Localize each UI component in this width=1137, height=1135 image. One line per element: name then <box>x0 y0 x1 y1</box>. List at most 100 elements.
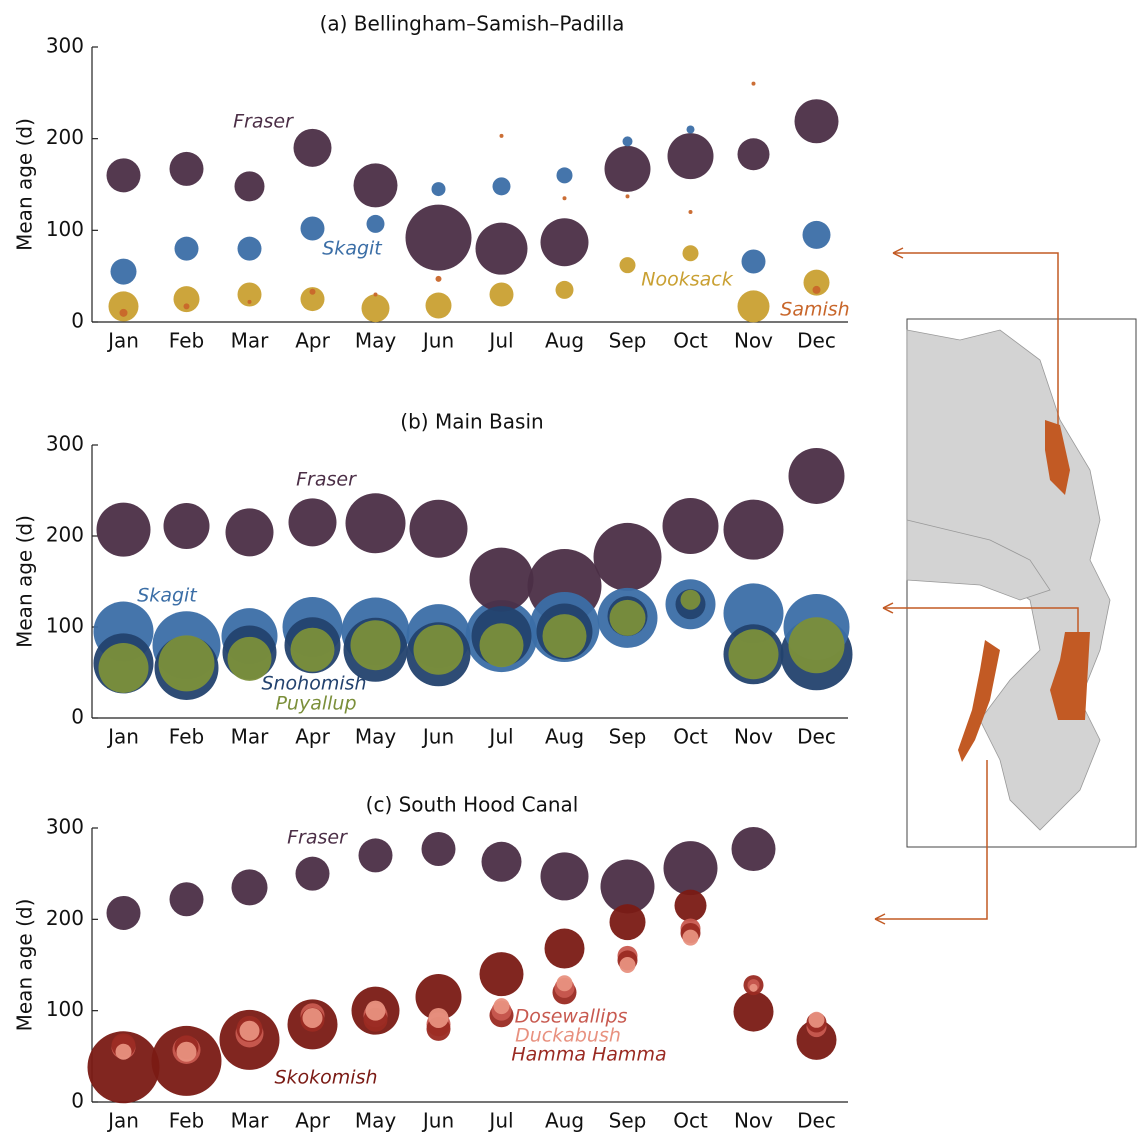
bubble <box>361 294 390 323</box>
y-tick-label: 300 <box>46 34 84 58</box>
x-tick-label: Apr <box>295 329 330 353</box>
bubble <box>415 973 462 1020</box>
y-tick-label: 0 <box>71 705 84 729</box>
series-label: Skokomish <box>274 1067 377 1089</box>
bubble <box>225 508 274 557</box>
x-tick-label: Sep <box>609 1109 647 1133</box>
bubble <box>234 171 265 202</box>
series-label: Duckabush <box>515 1025 621 1047</box>
x-tick-label: Jul <box>487 1109 513 1133</box>
arrowheads <box>874 247 904 925</box>
bubble <box>788 617 845 674</box>
x-tick-label: Oct <box>673 725 708 749</box>
bubble <box>728 629 779 680</box>
bubble <box>688 210 693 214</box>
y-tick-label: 100 <box>46 614 84 638</box>
bubble <box>173 286 200 313</box>
bubble <box>622 136 633 147</box>
bubble <box>290 627 335 672</box>
bubble <box>686 125 695 134</box>
x-tick-label: Nov <box>734 725 773 749</box>
bubble <box>812 285 821 294</box>
bubble <box>737 290 770 323</box>
y-tick-label: 200 <box>46 906 84 930</box>
bubble <box>796 1019 837 1060</box>
bubble <box>489 282 514 307</box>
bubble <box>479 952 524 997</box>
x-tick-label: Mar <box>231 329 270 353</box>
bubble <box>663 841 718 896</box>
x-tick-label: Jun <box>421 1109 454 1133</box>
bubble <box>421 832 456 867</box>
bubble <box>604 145 651 192</box>
y-axis-label: Mean age (d) <box>13 515 37 648</box>
region-b <box>1050 632 1090 720</box>
bubble <box>803 269 830 296</box>
x-tick-label: Jan <box>106 725 139 749</box>
bubble <box>619 257 636 274</box>
bubble <box>731 827 776 872</box>
bubble <box>169 882 204 917</box>
bubble <box>309 288 316 295</box>
bubble <box>788 447 845 504</box>
bubble <box>98 642 149 693</box>
bubble <box>365 1000 386 1021</box>
x-tick-label: Jul <box>487 329 513 353</box>
series-label: Samish <box>780 299 849 321</box>
bubble <box>293 128 332 167</box>
series-label: Fraser <box>296 469 357 491</box>
x-tick-label: May <box>355 725 397 749</box>
x-tick-label: Feb <box>169 329 204 353</box>
bubble <box>158 635 215 692</box>
bubble <box>237 282 262 307</box>
bubble <box>300 287 325 312</box>
bubble <box>373 292 378 297</box>
bubble <box>469 547 534 612</box>
x-tick-label: Aug <box>545 329 584 353</box>
y-axis-label: Mean age (d) <box>13 899 37 1032</box>
bubble <box>493 998 510 1015</box>
y-axis-label: Mean age (d) <box>13 118 37 251</box>
bubble <box>345 493 406 554</box>
y-tick-label: 100 <box>46 997 84 1021</box>
bubble <box>662 497 719 554</box>
bubble <box>231 869 268 906</box>
bubble <box>481 841 522 882</box>
region-c <box>958 640 1000 762</box>
bubble <box>174 236 199 261</box>
bubble <box>542 614 587 659</box>
bubble <box>540 218 589 267</box>
map <box>874 247 1137 925</box>
bubble <box>540 852 589 901</box>
bubble <box>682 245 699 262</box>
pointer <box>893 252 1059 450</box>
bubble <box>163 502 210 549</box>
bubble <box>358 838 393 873</box>
bubble <box>106 158 141 193</box>
bubble <box>288 498 337 547</box>
bubble <box>87 1031 160 1104</box>
bubble <box>247 299 252 304</box>
pointer <box>883 607 1079 632</box>
x-tick-label: Jan <box>106 1109 139 1133</box>
series-label: Puyallup <box>275 693 356 715</box>
series-label: Hamma Hamma <box>511 1044 666 1066</box>
y-tick-label: 200 <box>46 125 84 149</box>
bubble <box>431 182 446 197</box>
bubble <box>682 929 699 946</box>
bubble <box>499 133 504 138</box>
bubble <box>492 177 511 196</box>
x-tick-label: Jul <box>487 725 513 749</box>
series-label: Snohomish <box>261 673 366 695</box>
bubble <box>556 975 573 992</box>
x-tick-label: Dec <box>797 1109 836 1133</box>
bubble <box>237 236 262 261</box>
bubble <box>619 957 636 973</box>
bubble <box>555 280 574 299</box>
bubble <box>609 599 646 636</box>
bubble <box>794 99 839 144</box>
chart-title: (b) Main Basin <box>400 410 543 434</box>
bubble <box>802 220 831 249</box>
bubble <box>295 856 330 891</box>
